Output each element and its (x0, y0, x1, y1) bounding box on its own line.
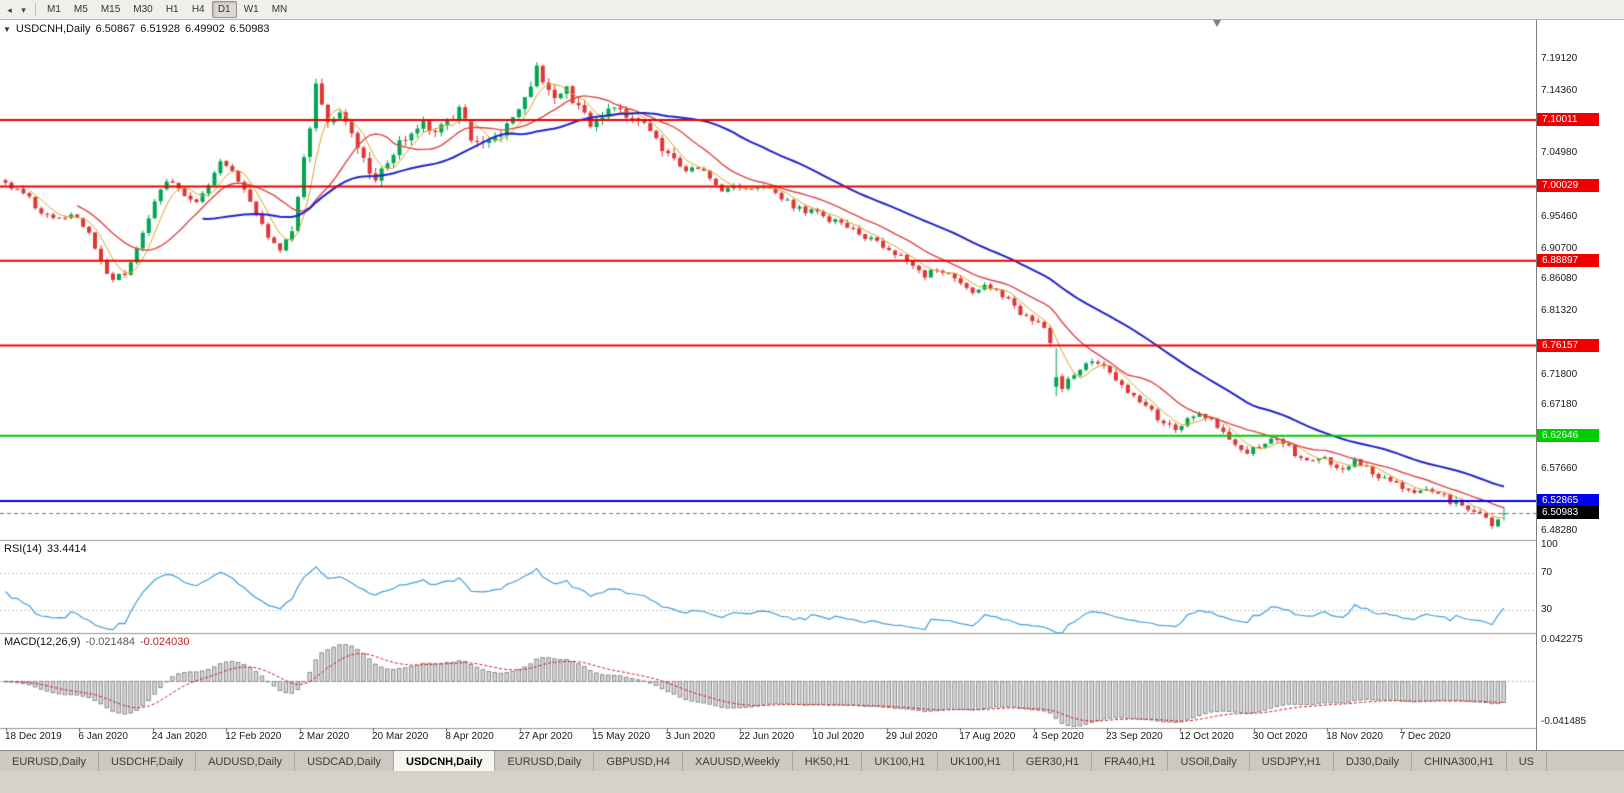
date-axis-label: 15 May 2020 (592, 731, 651, 742)
date-axis-label: 3 Jun 2020 (665, 731, 716, 742)
date-axis-label: 27 Apr 2020 (518, 731, 573, 742)
date-axis-label: 18 Nov 2020 (1326, 731, 1383, 742)
macd-axis-label: 0.042275 (1541, 634, 1583, 645)
date-axis-label: 6 Jan 2020 (78, 731, 128, 742)
chart-tab-gbpusd-h4[interactable]: GBPUSD,H4 (594, 751, 683, 771)
timeframe-button-h1[interactable]: H1 (165, 4, 179, 15)
date-axis-label: 12 Oct 2020 (1179, 731, 1234, 742)
price-axis-label: 6.71800 (1541, 368, 1578, 380)
macd-indicator-label: MACD(12,26,9) -0.021484 -0.024030 (4, 636, 190, 648)
chart-back-icon[interactable]: ◂ (7, 4, 12, 15)
chart-tab-usdcad-daily[interactable]: USDCAD,Daily (295, 751, 395, 771)
date-axis-label: 10 Jul 2020 (812, 731, 865, 742)
rsi-indicator-label: RSI(14) 33.4414 (4, 543, 87, 555)
date-axis-label: 18 Dec 2019 (5, 731, 62, 742)
chart-tab-us[interactable]: US (1506, 751, 1547, 771)
timeframe-button-d1[interactable]: D1 (211, 1, 237, 18)
date-axis-label: 30 Oct 2020 (1252, 731, 1308, 742)
rsi-value: 33.4414 (46, 543, 87, 555)
date-axis-label: 4 Sep 2020 (1032, 731, 1084, 742)
price-axis-label: 6.81320 (1541, 305, 1578, 317)
chart-tab-uk100-h1[interactable]: UK100,H1 (938, 751, 1014, 771)
rsi-axis-label: 70 (1541, 566, 1553, 578)
price-level-badge: 7.10011 (1537, 112, 1599, 126)
price-axis-label: 7.19120 (1541, 53, 1578, 65)
price-level-badge: 7.00029 (1537, 179, 1599, 193)
date-axis-label: 7 Dec 2020 (1399, 731, 1451, 742)
macd-axis-label: -0.041485 (1541, 716, 1587, 727)
macd-main-value: -0.021484 (85, 636, 135, 648)
chart-title: ▼ USDCNH,Daily 6.50867 6.51928 6.49902 6… (3, 23, 270, 35)
chart-close-value: 6.50983 (229, 23, 270, 35)
date-axis-label: 2 Mar 2020 (298, 731, 350, 742)
price-level-badge: 6.52865 (1537, 493, 1599, 507)
chart-tab-usdcnh-daily[interactable]: USDCNH,Daily (394, 751, 496, 771)
timeframe-button-w1[interactable]: W1 (243, 4, 259, 15)
date-axis-label: 8 Apr 2020 (445, 731, 494, 742)
date-axis-label: 12 Feb 2020 (225, 731, 282, 742)
price-level-badge: 6.62646 (1537, 428, 1599, 442)
timeframe-button-m30[interactable]: M30 (133, 4, 153, 15)
status-bar (0, 771, 1624, 793)
price-axis-label: 6.57660 (1541, 462, 1578, 474)
chart-tab-audusd-daily[interactable]: AUDUSD,Daily (196, 751, 296, 771)
price-level-badge: 6.76157 (1537, 338, 1599, 352)
chart-tab-usoil-daily[interactable]: USOil,Daily (1168, 751, 1250, 771)
chart-region: ▼ USDCNH,Daily 6.50867 6.51928 6.49902 6… (0, 20, 1624, 750)
price-axis-label: 7.14360 (1541, 84, 1578, 96)
macd-signal-value: -0.024030 (139, 636, 190, 648)
date-axis-label: 23 Sep 2020 (1106, 731, 1163, 742)
price-axis-label: 7.04980 (1541, 147, 1578, 159)
macd-name: MACD(12,26,9) (4, 636, 81, 648)
price-axis-strip[interactable] (1536, 20, 1624, 750)
chart-high-value: 6.51928 (140, 23, 181, 35)
chart-tab-usdjpy-h1[interactable]: USDJPY,H1 (1249, 751, 1334, 771)
chart-tab-usdchf-daily[interactable]: USDCHF,Daily (98, 751, 197, 771)
timeframe-button-h4[interactable]: H4 (191, 4, 205, 15)
date-axis-label: 22 Jun 2020 (739, 731, 795, 742)
price-axis-label: 6.67180 (1541, 399, 1578, 411)
timeframe-button-m15[interactable]: M15 (100, 4, 121, 15)
price-axis-label: 6.90700 (1541, 242, 1578, 254)
chart-tab-fra40-h1[interactable]: FRA40,H1 (1092, 751, 1169, 771)
chart-open-value: 6.50867 (95, 23, 136, 35)
date-axis-label: 24 Jan 2020 (151, 731, 207, 742)
timeframe-button-m5[interactable]: M5 (73, 4, 88, 15)
price-axis-label: 6.48280 (1541, 525, 1578, 537)
current-price-badge: 6.50983 (1537, 506, 1599, 520)
chart-low-value: 6.49902 (185, 23, 225, 35)
date-axis-label: 17 Aug 2020 (959, 731, 1016, 742)
price-axis-label: 6.86080 (1541, 273, 1578, 285)
price-level-badge: 6.88897 (1537, 253, 1599, 267)
chart-symbol-label: USDCNH,Daily (15, 23, 91, 35)
timeframe-button-group: M1 M5 M15 M30 H1 H4 D1 W1 MN (41, 1, 293, 18)
chart-tab-bar: EURUSD,Daily USDCHF,Daily AUDUSD,Daily USDC… (0, 750, 1624, 771)
chart-tab-eurusd-daily[interactable]: EURUSD,Daily (0, 751, 99, 771)
chart-tab-dj30-daily[interactable]: DJ30,Daily (1333, 751, 1413, 771)
timeframe-button-mn[interactable]: MN (271, 4, 288, 15)
collapse-arrow-icon[interactable]: ▼ (3, 24, 11, 34)
timeframe-button-m1[interactable]: M1 (47, 4, 61, 15)
date-axis-label: 20 Mar 2020 (372, 731, 429, 742)
rsi-name: RSI(14) (4, 543, 42, 555)
rsi-axis-label: 30 (1541, 604, 1553, 616)
chart-tab-china300-h1[interactable]: CHINA300,H1 (1412, 751, 1507, 771)
date-axis-label: 29 Jul 2020 (885, 731, 938, 742)
toolbar-separator (35, 3, 36, 16)
chart-shift-marker-icon[interactable] (1213, 20, 1221, 27)
chart-tab-uk100-h1[interactable]: UK100,H1 (862, 751, 939, 771)
chart-tab-hk50-h1[interactable]: HK50,H1 (792, 751, 863, 771)
rsi-axis-label: 100 (1541, 539, 1558, 550)
price-axis-label: 6.95460 (1541, 210, 1578, 222)
dropdown-caret-icon[interactable]: ▾ (21, 4, 26, 15)
chart-tab-ger30-h1[interactable]: GER30,H1 (1013, 751, 1093, 771)
price-chart-canvas[interactable] (0, 20, 1536, 750)
timeframe-toolbar: ◂ ▾ M1 M5 M15 M30 H1 H4 D1 W1 MN (0, 0, 1624, 20)
chart-tab-xauusd-weekly[interactable]: XAUUSD,Weekly (682, 751, 793, 771)
chart-tab-eurusd-daily[interactable]: EURUSD,Daily (495, 751, 595, 771)
